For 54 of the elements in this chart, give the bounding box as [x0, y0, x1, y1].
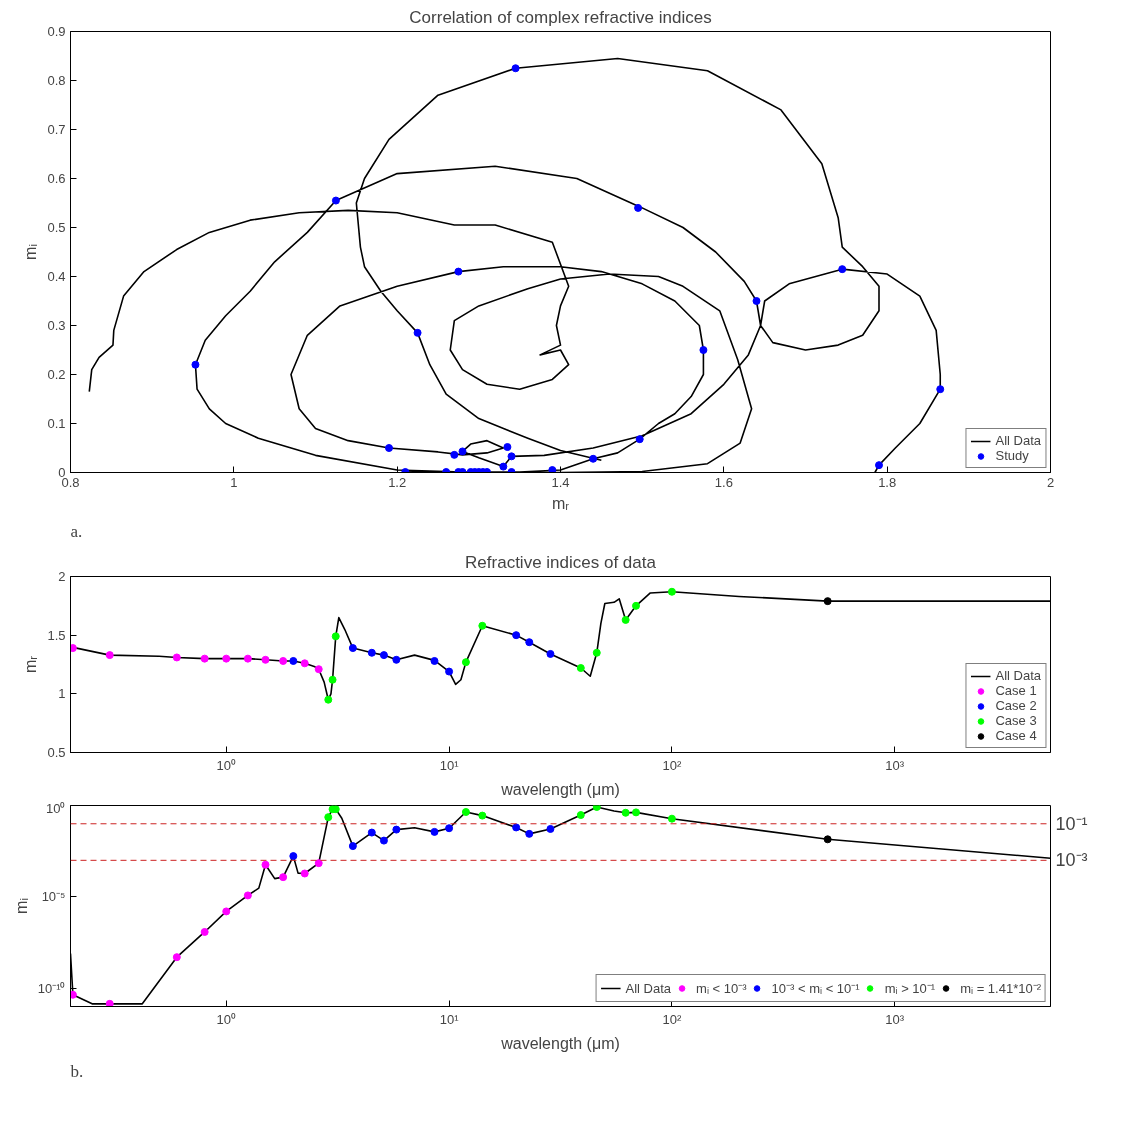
y-tick-label: 0.4 [47, 269, 66, 284]
legend-label: All Data [625, 980, 672, 996]
y-axis-title: mᵣ [22, 655, 40, 674]
x-tick-label: 10¹ [439, 757, 460, 773]
y-tick-label: 0.1 [47, 416, 66, 431]
x-tick-label: 1.4 [551, 474, 570, 490]
y-tick-label: 0.3 [47, 318, 66, 333]
x-tick-label: 10² [662, 1011, 682, 1027]
y-tick-label: 0.7 [47, 122, 66, 137]
x-tick-label: 1 [230, 474, 238, 490]
x-tick-label: 10² [662, 757, 682, 773]
y-tick-label: 10⁰ [46, 800, 66, 816]
x-tick-label: 10⁰ [216, 1011, 236, 1027]
legend-label: Study [995, 448, 1029, 463]
chart-title: Correlation of complex refractive indices [409, 7, 712, 27]
y-tick-label: 2 [58, 569, 66, 584]
y-tick-label: 1.5 [47, 627, 66, 643]
y-tick-label: 0.5 [47, 745, 66, 760]
ref-line-label: 10⁻¹ [1055, 813, 1088, 834]
ref-line-label: 10⁻³ [1055, 850, 1088, 871]
legend-label: mᵢ > 10⁻¹ [884, 980, 936, 997]
x-tick-label: 10¹ [439, 1011, 460, 1027]
chart-title: Refractive indices of data [465, 552, 657, 572]
y-tick-label: 10⁻¹⁰ [37, 980, 66, 996]
x-tick-label: 10⁰ [216, 757, 236, 773]
x-tick-label: 10³ [885, 757, 905, 773]
x-tick-label: 1.6 [714, 474, 733, 490]
x-tick-label: 10³ [885, 1011, 905, 1027]
legend-label: Case 4 [995, 728, 1037, 743]
legend-label: Case 1 [995, 683, 1037, 698]
text: a. [70, 521, 83, 541]
y-tick-label: 0.6 [47, 171, 66, 186]
x-tick-label: 2 [1046, 474, 1055, 490]
legend-label: All Data [995, 668, 1041, 683]
y-tick-label: 10⁻⁵ [41, 889, 66, 905]
legend-label: mᵢ = 1.41*10⁻² [960, 980, 1041, 997]
legend-label: 10⁻³ < mᵢ < 10⁻¹ [771, 980, 860, 997]
y-tick-label: 0.8 [47, 73, 66, 88]
x-axis-title: wavelength (μm) [500, 780, 620, 798]
y-tick-label: 1 [58, 686, 66, 702]
y-tick-label: 0.2 [47, 367, 66, 382]
x-tick-label: 1.2 [388, 474, 407, 490]
y-axis-title: mᵢ [12, 898, 30, 914]
y-tick-label: 0.9 [47, 24, 66, 39]
x-tick-label: 1.8 [878, 474, 897, 490]
legend-label: Case 2 [995, 698, 1037, 713]
x-axis-title: mᵣ [551, 494, 570, 512]
legend-label: Case 3 [995, 713, 1037, 728]
legend-label: mᵢ < 10⁻³ [696, 980, 747, 997]
x-axis-title: wavelength (μm) [500, 1034, 620, 1052]
y-axis-title: mᵢ [22, 244, 40, 260]
legend-label: All Data [995, 433, 1041, 448]
y-tick-label: 0.5 [47, 220, 66, 235]
text: b. [70, 1061, 84, 1081]
